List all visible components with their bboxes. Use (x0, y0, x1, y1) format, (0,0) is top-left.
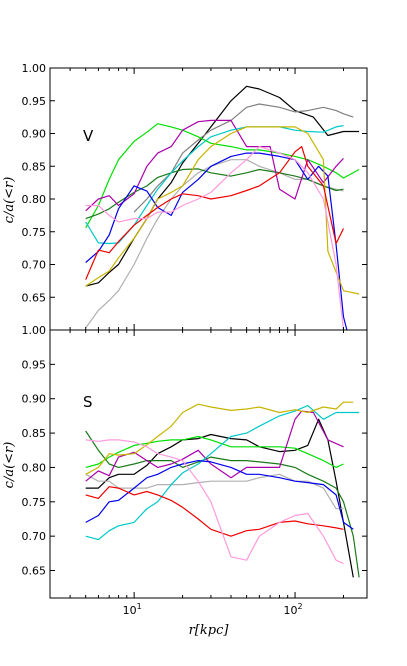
y-tick-label: 0.80 (22, 193, 47, 206)
y-tick-label: 0.95 (22, 358, 47, 371)
panel-label: V (83, 127, 94, 145)
series-line-8 (85, 401, 354, 475)
series-group (85, 85, 360, 330)
y-tick-label: 0.70 (22, 259, 47, 272)
series-line-10 (85, 146, 345, 280)
panel-s: 0.65 0.70 0.75 0.80 0.85 0.90 0.95 1.00 101 102 Sc… (2, 324, 368, 638)
plot-frame (49, 329, 368, 599)
y-axis-label: c/a(<r) (2, 177, 17, 224)
y-tick-label: 1.00 (22, 62, 47, 75)
series-group (85, 401, 360, 578)
y-tick-label: 0.75 (22, 496, 47, 509)
x-tick-label: 102 (284, 602, 303, 617)
series-line-7 (85, 460, 354, 530)
y-tick-label: 0.90 (22, 128, 47, 141)
series-line-11 (85, 146, 345, 330)
y-tick-label: 1.00 (22, 324, 47, 337)
y-tick-label: 0.85 (22, 160, 47, 173)
y-tick-label: 0.65 (22, 291, 47, 304)
y-tick-label: 0.90 (22, 393, 47, 406)
y-tick-label: 0.80 (22, 461, 47, 474)
x-tick-label: 101 (123, 602, 142, 617)
x-axis-label: r[kpc] (189, 623, 230, 638)
y-tick-label: 0.70 (22, 530, 47, 543)
series-line-10 (85, 439, 344, 565)
y-tick-label: 0.65 (22, 565, 47, 578)
series-line-9 (85, 486, 344, 537)
y-tick-label: 0.95 (22, 95, 47, 108)
panel-v: 0.65 0.70 0.75 0.80 0.85 0.90 0.95 1.00 Vc/a(<r) (2, 62, 368, 331)
series-line-6 (85, 405, 360, 541)
series-line-7 (85, 125, 344, 245)
series-line-5 (85, 410, 344, 482)
series-line-4 (85, 430, 360, 578)
y-axis-label: c/a(<r) (2, 442, 17, 489)
series-line-1 (85, 418, 354, 578)
y-tick-label: 0.75 (22, 226, 47, 239)
series-line-2 (133, 103, 354, 213)
series-line-2 (85, 473, 344, 510)
series-line-3 (85, 435, 344, 468)
panel-label: S (83, 393, 93, 411)
series-line-4 (85, 123, 360, 229)
series-line-3 (85, 159, 344, 329)
series-line-9 (85, 126, 360, 295)
y-tick-label: 0.85 (22, 427, 47, 440)
series-line-1 (85, 85, 360, 287)
series-line-5 (85, 168, 344, 220)
series-line-8 (85, 152, 348, 330)
